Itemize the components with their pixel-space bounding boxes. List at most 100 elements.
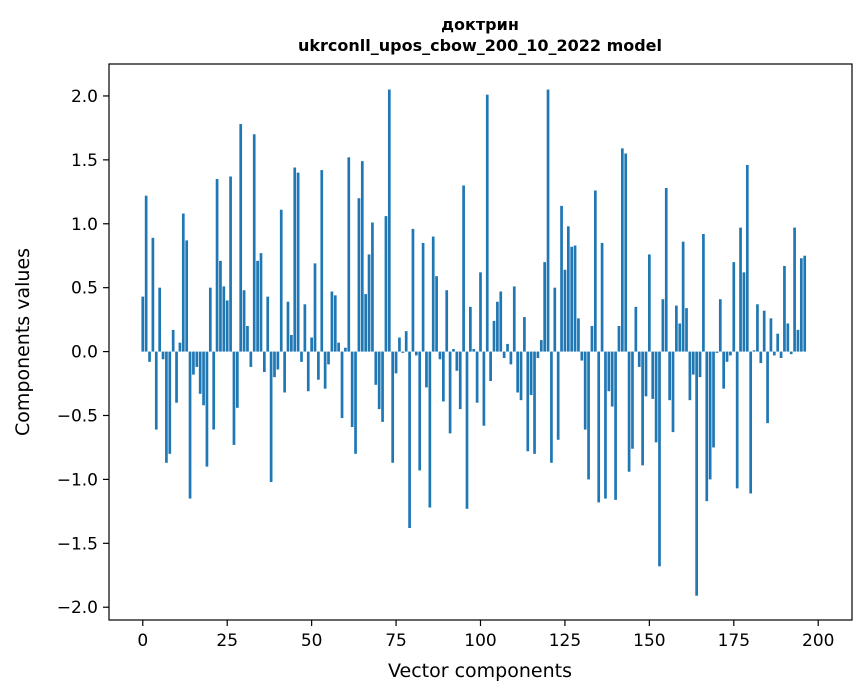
- x-tick-label: 175: [718, 631, 750, 651]
- bar-21: [212, 351, 216, 430]
- x-axis: 0 25 50 75 100 125 150 175 200: [137, 620, 834, 651]
- bar-174: [729, 351, 732, 356]
- bar-163: [691, 351, 695, 375]
- bar-52: [317, 351, 320, 380]
- bar-78: [404, 331, 408, 352]
- x-tick-label: 0: [137, 631, 148, 651]
- bar-120: [546, 89, 550, 352]
- bar-86: [431, 236, 435, 352]
- bar-190: [783, 265, 786, 352]
- bar-182: [756, 304, 759, 352]
- bar-94: [458, 351, 462, 410]
- bar-34: [256, 260, 259, 352]
- bar-93: [455, 351, 459, 371]
- x-tick-label: 25: [216, 631, 238, 651]
- bar-148: [641, 351, 644, 466]
- bar-18: [202, 351, 205, 406]
- bar-23: [219, 260, 222, 352]
- bar-38: [269, 351, 273, 482]
- bar-172: [722, 351, 726, 389]
- bar-68: [371, 222, 374, 352]
- bar-121: [550, 351, 553, 463]
- bar-54: [323, 351, 327, 389]
- bar-168: [708, 351, 712, 480]
- bar-17: [198, 351, 202, 394]
- bar-140: [614, 351, 617, 500]
- bar-142: [620, 148, 624, 352]
- bar-8: [168, 351, 172, 454]
- bar-1: [144, 195, 148, 352]
- bar-158: [675, 305, 678, 352]
- bar-60: [344, 347, 347, 352]
- bar-64: [357, 198, 361, 352]
- bar-3: [151, 237, 155, 352]
- bar-108: [506, 343, 509, 352]
- bar-45: [293, 167, 297, 352]
- bar-73: [387, 89, 391, 352]
- bar-187: [772, 351, 776, 356]
- bar-30: [242, 290, 246, 352]
- bar-181: [752, 350, 756, 352]
- bar-59: [340, 351, 344, 419]
- y-axis-label: Components values: [12, 248, 34, 436]
- bar-77: [401, 351, 405, 353]
- bar-48: [303, 304, 307, 352]
- bar-102: [485, 94, 489, 352]
- bar-149: [644, 351, 648, 397]
- bar-195: [799, 258, 803, 352]
- bar-32: [249, 351, 253, 367]
- y-axis: −2.0 −1.5 −1.0 −0.5 0.0 0.5 1.0 1.5 2.0: [57, 87, 109, 618]
- bar-133: [590, 326, 594, 352]
- bar-194: [796, 329, 800, 352]
- x-tick-label: 100: [464, 631, 496, 651]
- y-tick-label: −0.5: [57, 406, 98, 426]
- bar-71: [381, 351, 384, 422]
- bar-22: [215, 179, 219, 352]
- bar-137: [604, 351, 607, 499]
- bar-24: [222, 286, 226, 352]
- bar-10: [175, 351, 178, 403]
- bar-81: [414, 351, 418, 356]
- bar-160: [681, 241, 685, 352]
- bar-139: [610, 351, 614, 407]
- bar-122: [553, 287, 557, 352]
- bar-153: [658, 351, 661, 567]
- bar-132: [587, 351, 590, 480]
- bar-100: [479, 272, 482, 352]
- y-tick-label: −1.0: [57, 470, 98, 490]
- bar-184: [762, 310, 766, 352]
- y-tick-label: 0.0: [71, 343, 98, 363]
- bar-25: [225, 300, 229, 352]
- bar-115: [529, 351, 533, 396]
- bar-173: [725, 351, 729, 362]
- chart-title: доктрин: [441, 15, 519, 34]
- bar-192: [789, 351, 793, 355]
- bar-118: [539, 340, 543, 352]
- bar-19: [205, 351, 209, 467]
- bar-40: [276, 351, 280, 370]
- bar-105: [496, 301, 499, 352]
- bar-126: [566, 226, 570, 352]
- bar-47: [300, 351, 303, 362]
- bar-189: [779, 351, 783, 358]
- y-tick-label: 2.0: [71, 87, 98, 107]
- bar-125: [563, 269, 567, 352]
- bar-143: [624, 153, 628, 352]
- bar-96: [465, 351, 469, 509]
- bar-9: [171, 329, 175, 352]
- bar-116: [533, 351, 536, 454]
- bar-113: [523, 317, 526, 352]
- bar-147: [637, 351, 641, 367]
- bar-50: [310, 337, 313, 352]
- bar-131: [583, 351, 587, 430]
- bar-188: [776, 333, 780, 352]
- bar-98: [472, 349, 476, 352]
- bar-75: [394, 351, 398, 374]
- bar-16: [195, 351, 199, 367]
- bar-15: [192, 351, 195, 375]
- bar-152: [654, 351, 658, 443]
- bar-104: [492, 320, 496, 352]
- bar-37: [266, 296, 270, 352]
- bar-2: [148, 351, 151, 362]
- bar-76: [398, 337, 401, 352]
